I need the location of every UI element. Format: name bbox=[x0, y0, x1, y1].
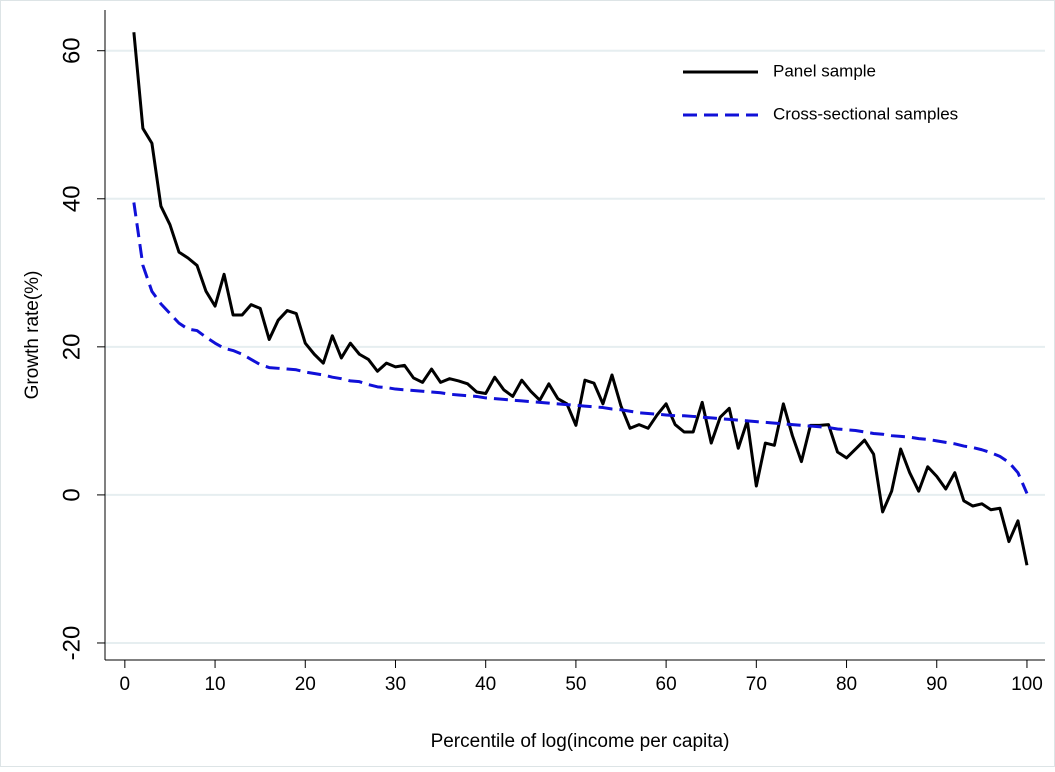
y-axis-label: Growth rate(%) bbox=[22, 271, 43, 400]
series-line bbox=[132, 32, 1029, 566]
x-tick-label: 30 bbox=[385, 674, 406, 695]
lines bbox=[132, 32, 1029, 566]
x-tick-label: 40 bbox=[475, 674, 496, 695]
x-tick-label: 100 bbox=[1011, 674, 1043, 695]
y-tick-label: 60 bbox=[58, 37, 85, 64]
x-tick-label: 80 bbox=[836, 674, 857, 695]
axes: -20 0 20 40 60 0 10 20 30 40 50 60 70 80 90 100 bbox=[58, 37, 1042, 695]
y-tick-label: 20 bbox=[58, 333, 85, 360]
legend-label: Cross-sectional samples bbox=[773, 104, 958, 123]
x-tick-label: 70 bbox=[746, 674, 767, 695]
x-axis-label: Percentile of log(income per capita) bbox=[431, 731, 730, 752]
x-tick-label: 20 bbox=[295, 674, 316, 695]
x-tick-label: 50 bbox=[565, 674, 586, 695]
legend: Panel sample Cross-sectional samples bbox=[683, 61, 958, 123]
y-tick-label: 40 bbox=[58, 185, 85, 212]
grid bbox=[105, 49, 1045, 644]
x-tick-label: 60 bbox=[656, 674, 677, 695]
legend-label: Panel sample bbox=[773, 61, 876, 80]
y-tick-label: -20 bbox=[58, 626, 85, 661]
x-tick-label: 90 bbox=[926, 674, 947, 695]
y-tick-label: 0 bbox=[58, 488, 85, 501]
x-tick-label: 0 bbox=[120, 674, 131, 695]
series-line bbox=[132, 202, 1029, 495]
x-tick-label: 10 bbox=[204, 674, 225, 695]
plot-area bbox=[105, 10, 1045, 660]
